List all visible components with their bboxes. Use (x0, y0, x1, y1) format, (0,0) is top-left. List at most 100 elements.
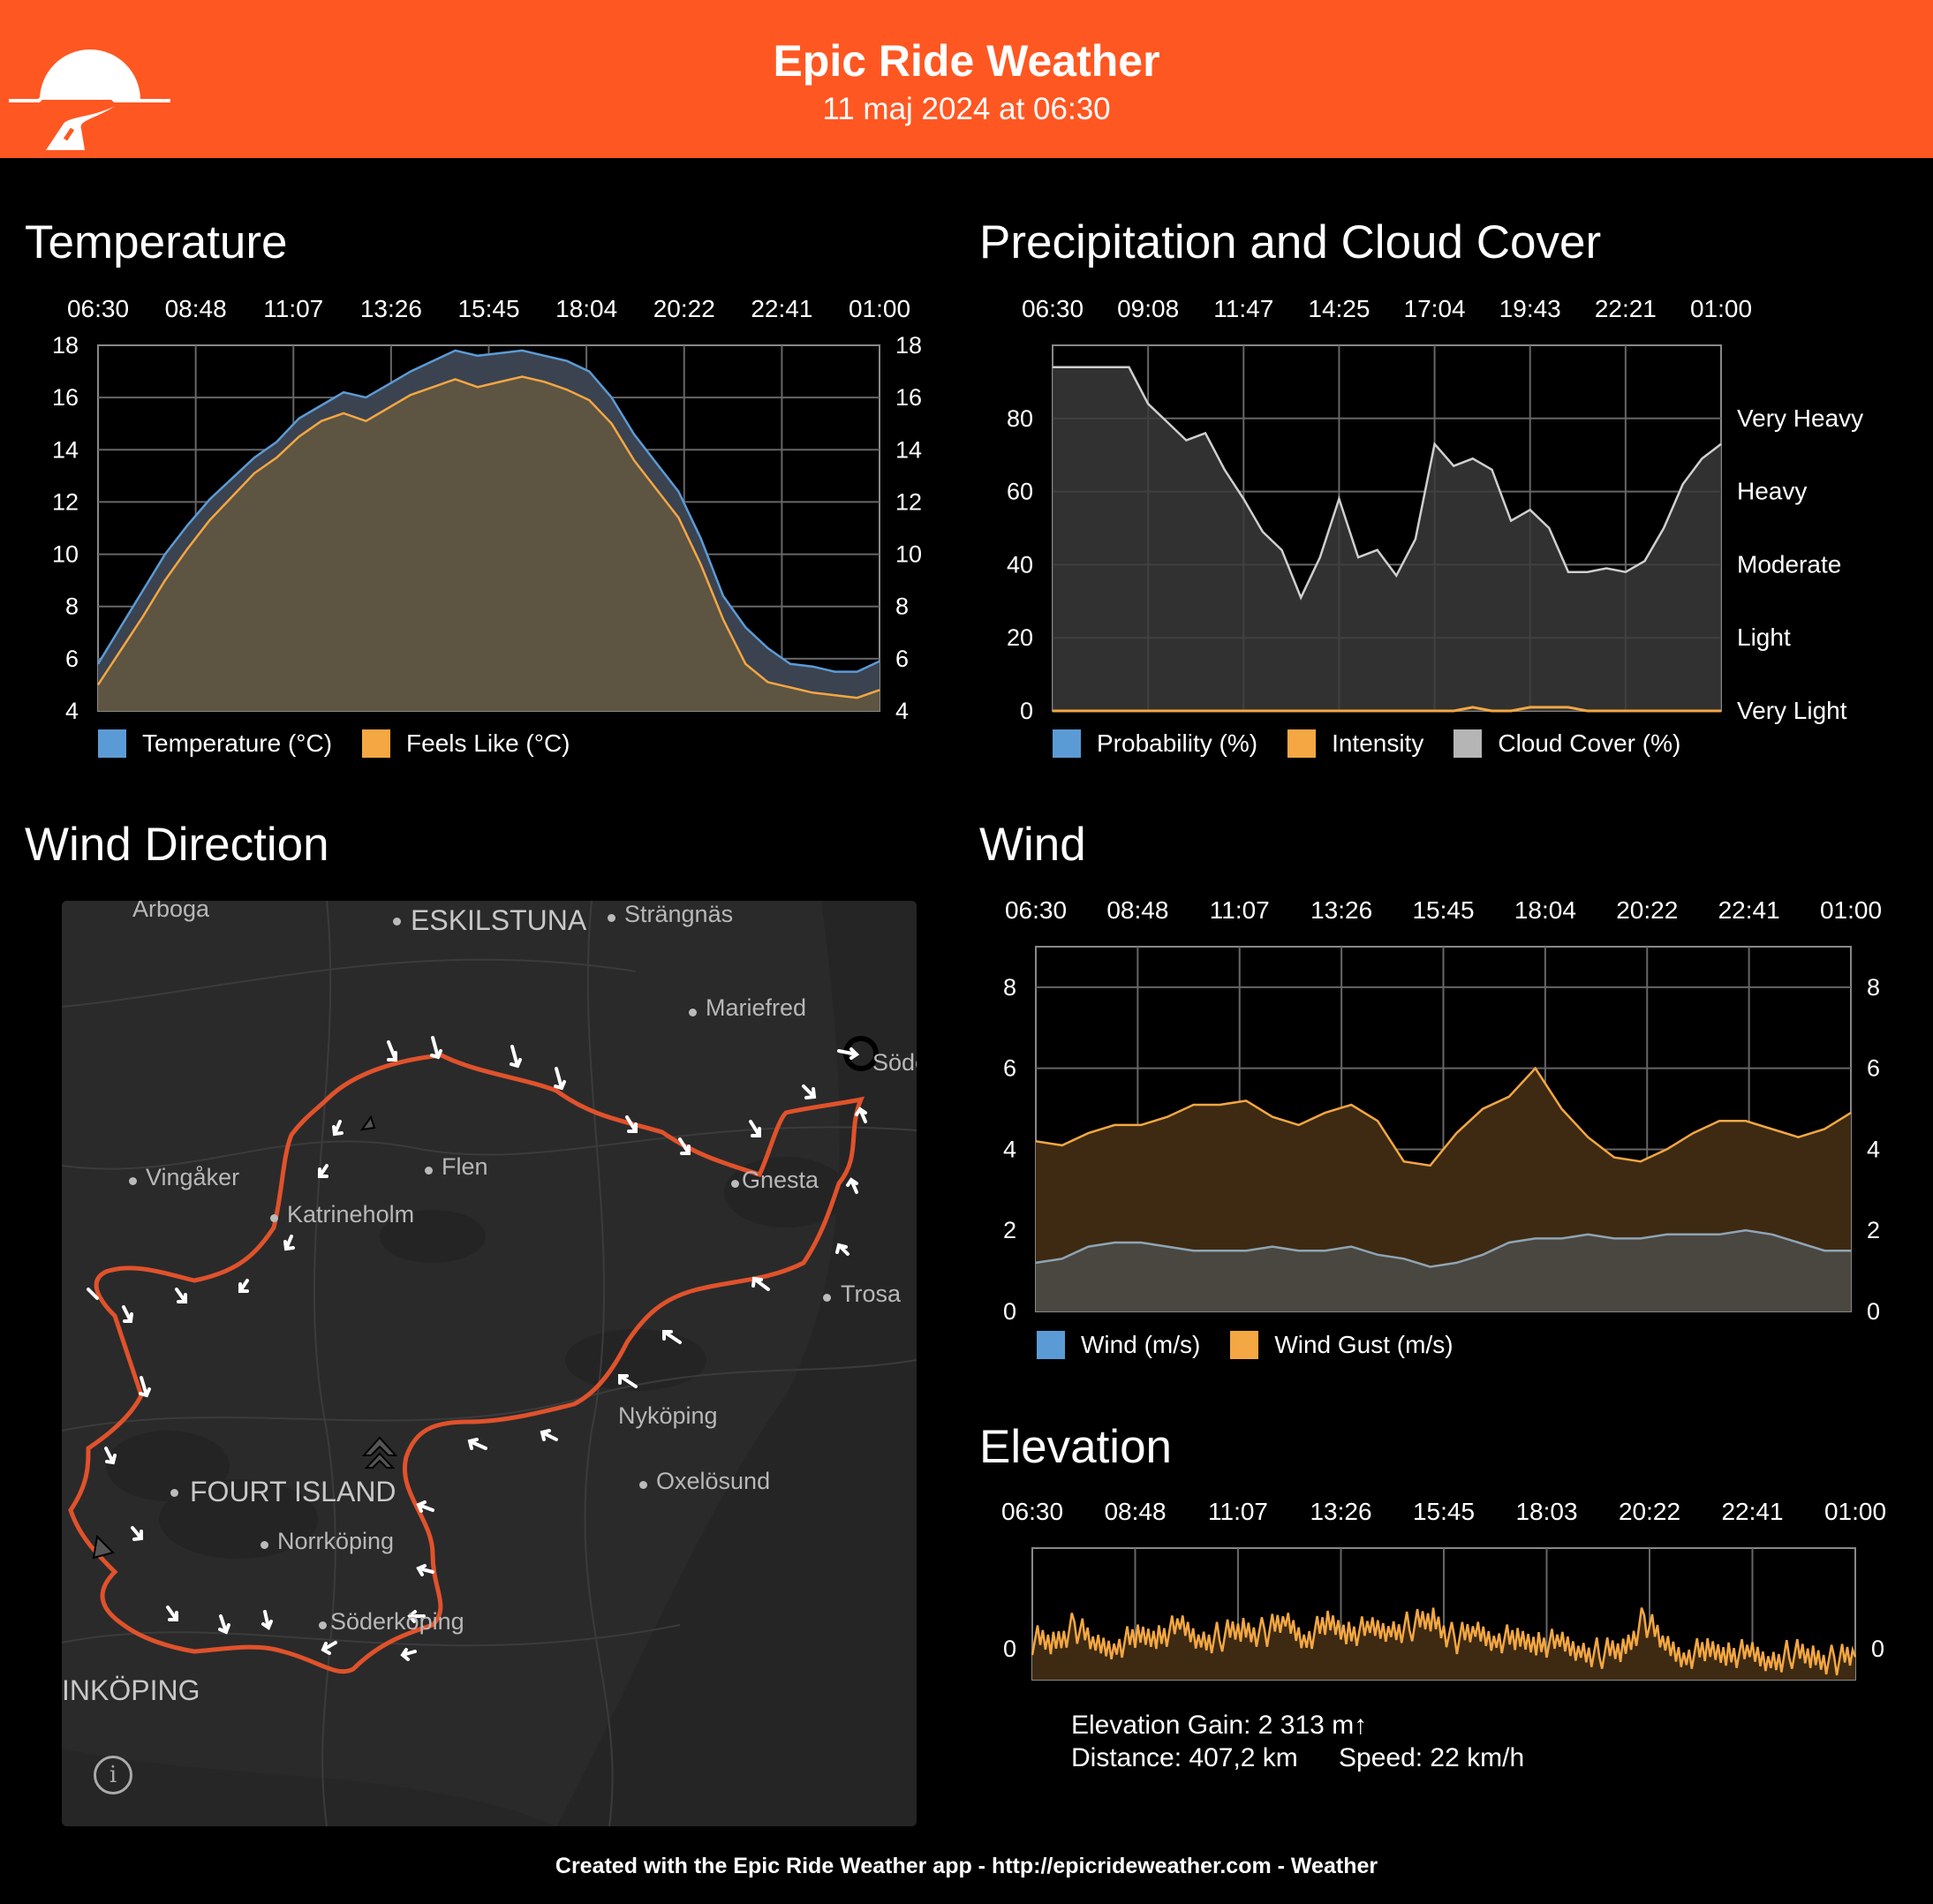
temperature-y-tick-right: 4 (895, 698, 909, 724)
legend-swatch (1230, 1331, 1259, 1359)
temperature-x-tick: 18:04 (555, 295, 617, 322)
wind-y-tick: 8 (1003, 974, 1016, 1001)
map-place-label: Arboga (132, 901, 210, 922)
legend-swatch (1053, 729, 1081, 758)
wind-y-tick-right: 6 (1867, 1055, 1880, 1082)
legend-probability[interactable]: Probability (%) (1053, 729, 1257, 758)
map-place-label: Strängnäs (624, 901, 734, 927)
elevation-x-tick: 08:48 (1104, 1498, 1166, 1525)
map-place-label: Vingåker (146, 1164, 240, 1190)
precipitation-y-tick: 80 (1007, 405, 1033, 432)
precipitation-x-tick: 01:00 (1690, 295, 1752, 322)
map-place-label: Söde (872, 1049, 917, 1076)
map-place-dot (689, 1009, 697, 1016)
wind-gust-series-line (1035, 1066, 1852, 1167)
wind-y-tick: 6 (1003, 1055, 1016, 1082)
precipitation-intensity-label: Very Heavy (1737, 404, 1863, 432)
precipitation-intensity-label: Heavy (1737, 478, 1807, 505)
temperature-y-tick-right: 8 (895, 593, 909, 620)
wind-x-tick: 11:07 (1210, 896, 1270, 924)
map-place-label: Gnesta (742, 1167, 819, 1193)
legend-swatch (1037, 1331, 1065, 1359)
legend-label: Feels Like (°C) (406, 729, 570, 757)
ride-date: 11 maj 2024 at 06:30 (822, 92, 1111, 126)
legend-label: Cloud Cover (%) (1498, 729, 1681, 757)
feels-like-series-area (98, 376, 880, 711)
map-place-dot (823, 1294, 831, 1302)
feels-like-series-line (96, 375, 880, 699)
wind-x-tick: 22:41 (1718, 896, 1780, 924)
info-icon[interactable]: i (94, 1756, 132, 1794)
route-path (68, 1053, 865, 1674)
wind-plot-frame (1035, 946, 1852, 1312)
legend-temperature[interactable]: Temperature (°C) (98, 729, 332, 758)
legend-label: Intensity (1332, 729, 1424, 757)
map-place-dot (261, 1541, 268, 1549)
precipitation-y-tick: 40 (1007, 551, 1033, 578)
temperature-x-tick: 20:22 (653, 295, 715, 322)
mountain-road-logo-icon (9, 49, 170, 150)
legend-label: Probability (%) (1097, 729, 1258, 757)
temperature-title: Temperature (25, 216, 288, 268)
legend-wind-gust[interactable]: Wind Gust (m/s) (1230, 1331, 1454, 1359)
wind-direction-map[interactable]: Arboga ESKILSTUNA Strängnäs Mariefred Sö… (62, 901, 917, 1826)
map-place-dot (270, 1214, 278, 1222)
legend-wind[interactable]: Wind (m/s) (1037, 1331, 1200, 1359)
elevation-gain: Elevation Gain: 2 313 m↑ (1071, 1711, 1368, 1740)
legend-intensity[interactable]: Intensity (1287, 729, 1423, 758)
map-place-dot (319, 1621, 327, 1629)
map-place-dot (608, 914, 615, 922)
precipitation-x-tick: 17:04 (1404, 295, 1466, 322)
precipitation-intensity-label: Very Light (1737, 697, 1847, 724)
wind-direction-title: Wind Direction (25, 819, 329, 871)
elevation-y-tick-right: 0 (1871, 1636, 1884, 1662)
temperature-y-tick: 18 (52, 332, 79, 359)
map-place-label: Katrineholm (287, 1201, 415, 1228)
wind-x-tick: 15:45 (1412, 896, 1474, 924)
wind-gust-series-area (1036, 1068, 1851, 1311)
temperature-y-tick: 4 (65, 698, 79, 724)
legend-label: Temperature (°C) (142, 729, 333, 757)
header-bar: Epic Ride Weather 11 maj 2024 at 06:30 (0, 0, 1933, 158)
precipitation-x-tick: 06:30 (1022, 295, 1084, 322)
intensity-series-line (1053, 706, 1721, 713)
precipitation-intensity-label: Light (1737, 623, 1791, 651)
map-place-label: Oxelösund (656, 1468, 771, 1494)
wind-x-tick: 20:22 (1616, 896, 1678, 924)
legend-label: Wind Gust (m/s) (1274, 1331, 1454, 1358)
precipitation-x-tick: 09:08 (1117, 295, 1179, 322)
cloud-cover-series-line (1053, 366, 1722, 601)
precipitation-x-tick: 14:25 (1308, 295, 1370, 322)
precipitation-plot-frame (1052, 344, 1722, 712)
temperature-series-line (96, 349, 880, 673)
legend-cloud-cover[interactable]: Cloud Cover (%) (1454, 729, 1680, 758)
wind-x-tick: 06:30 (1005, 896, 1067, 924)
temperature-x-tick: 11:07 (263, 295, 323, 322)
map-place-label: Trosa (841, 1281, 902, 1307)
map-place-label: Söderköping (330, 1608, 464, 1635)
elevation-x-tick: 15:45 (1413, 1498, 1475, 1525)
temperature-x-tick: 08:48 (165, 295, 227, 322)
ride-distance: Distance: 407,2 km (1071, 1743, 1298, 1772)
map-terrain (62, 901, 917, 1826)
elevation-x-tick: 20:22 (1619, 1498, 1680, 1525)
legend-swatch (362, 729, 391, 758)
precipitation-intensity-label: Moderate (1737, 550, 1841, 578)
temperature-legend: Temperature (°C) Feels Like (°C) (98, 729, 600, 758)
ride-speed: Speed: 22 km/h (1339, 1743, 1525, 1772)
map-place-dot (129, 1177, 137, 1185)
wind-y-tick: 2 (1003, 1217, 1016, 1243)
legend-feels-like[interactable]: Feels Like (°C) (362, 729, 570, 758)
temperature-y-tick-right: 10 (895, 541, 922, 568)
temperature-x-tick: 22:41 (751, 295, 812, 322)
legend-swatch (1287, 729, 1317, 758)
map-place-dot (170, 1489, 178, 1497)
wind-y-tick: 4 (1003, 1136, 1016, 1162)
elevation-x-tick: 22:41 (1721, 1498, 1783, 1525)
map-place-label: Mariefred (706, 994, 807, 1021)
wind-x-tick: 08:48 (1106, 896, 1168, 924)
map-place-label: FOURT ISLAND (190, 1476, 396, 1507)
map-place-dot (393, 918, 401, 926)
legend-label: Wind (m/s) (1081, 1331, 1201, 1358)
footer-credit: Created with the Epic Ride Weather app -… (555, 1854, 1378, 1878)
